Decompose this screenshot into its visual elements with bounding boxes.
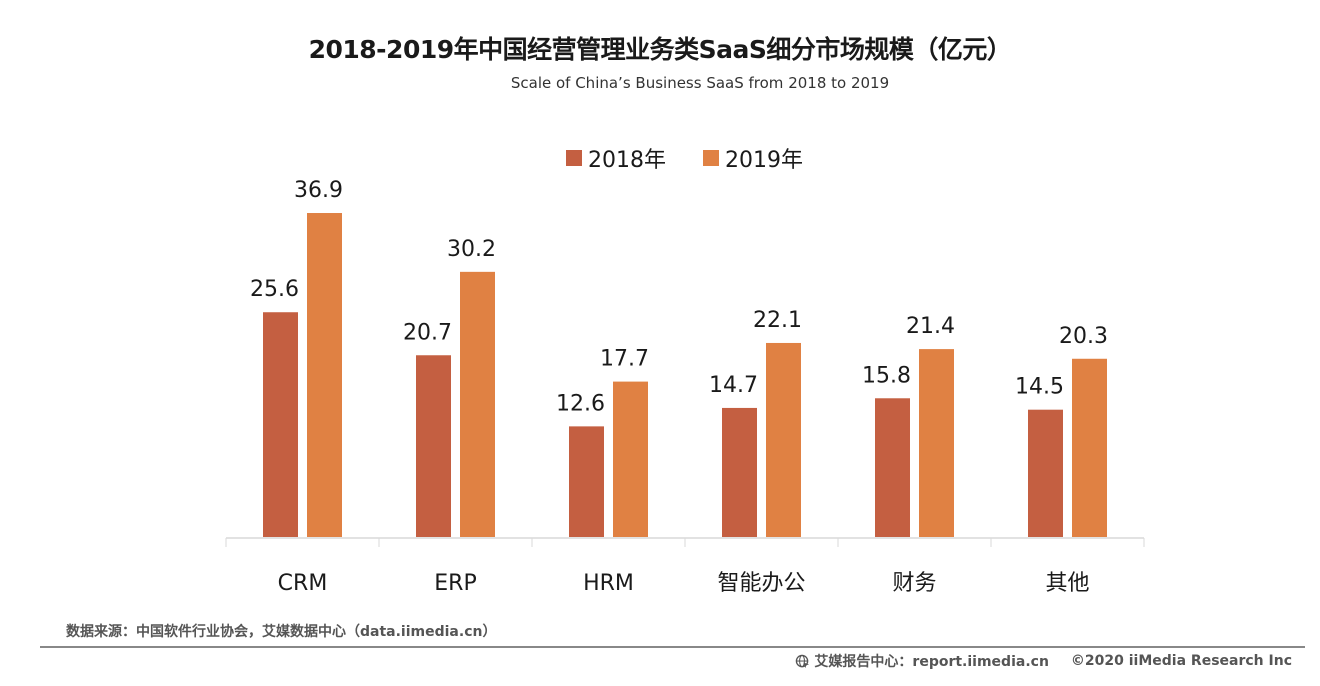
x-tick-label: HRM <box>583 571 634 596</box>
bar-2018 <box>263 312 298 537</box>
data-label: 14.5 <box>1015 375 1064 400</box>
x-tick-label: CRM <box>278 571 328 596</box>
bar-2018 <box>722 407 757 537</box>
legend-label: 2019年 <box>725 148 803 173</box>
legend-swatch-2018 <box>566 150 582 166</box>
data-label: 15.8 <box>862 363 911 388</box>
data-label: 20.7 <box>403 320 452 345</box>
footer: 艾媒报告中心：report.iimedia.cn ©2020 iiMedia R… <box>795 651 1292 671</box>
globe-icon <box>796 654 810 668</box>
data-label: 17.7 <box>600 347 649 372</box>
legend-swatch-2019 <box>703 150 719 166</box>
copyright: ©2020 iiMedia Research Inc <box>1070 653 1292 669</box>
data-label: 20.3 <box>1059 324 1108 349</box>
bar-2019 <box>307 213 342 537</box>
bar-2019 <box>460 271 495 537</box>
report-center-link[interactable]: 艾媒报告中心：report.iimedia.cn <box>814 654 1049 670</box>
data-label: 22.1 <box>753 308 802 333</box>
legend-label: 2018年 <box>588 148 666 173</box>
x-tick-label: ERP <box>434 571 476 596</box>
bar-2019 <box>766 342 801 537</box>
bar-2018 <box>416 355 451 537</box>
chart-title: 2018-2019年中国经营管理业务类SaaS细分市场规模（亿元） <box>308 35 1012 64</box>
bar-2019 <box>919 349 954 537</box>
x-tick-label: 智能办公 <box>717 571 805 596</box>
data-label: 25.6 <box>250 277 299 302</box>
bar-2018 <box>1028 409 1063 537</box>
data-label: 36.9 <box>294 178 343 203</box>
x-tick-label: 财务 <box>892 571 936 596</box>
footer-divider <box>40 646 1305 648</box>
data-label: 21.4 <box>906 314 955 339</box>
data-label: 30.2 <box>447 237 496 262</box>
x-tick-label: 其他 <box>1045 571 1089 596</box>
data-label: 14.7 <box>709 373 758 398</box>
bar-chart: 25.6 36.9 CRM 20.7 30.2 ERP 12.6 17.7 HRM 14.7 22.… <box>225 148 1145 596</box>
data-label: 12.6 <box>556 391 605 416</box>
bar-2019 <box>613 381 648 537</box>
bar-2019 <box>1072 358 1107 537</box>
bar-2018 <box>875 398 910 537</box>
data-source-note: 数据来源：中国软件行业协会，艾媒数据中心（data.iimedia.cn） <box>66 624 497 640</box>
bar-2018 <box>569 426 604 537</box>
chart-subtitle: Scale of China’s Business SaaS from 2018… <box>510 74 890 92</box>
